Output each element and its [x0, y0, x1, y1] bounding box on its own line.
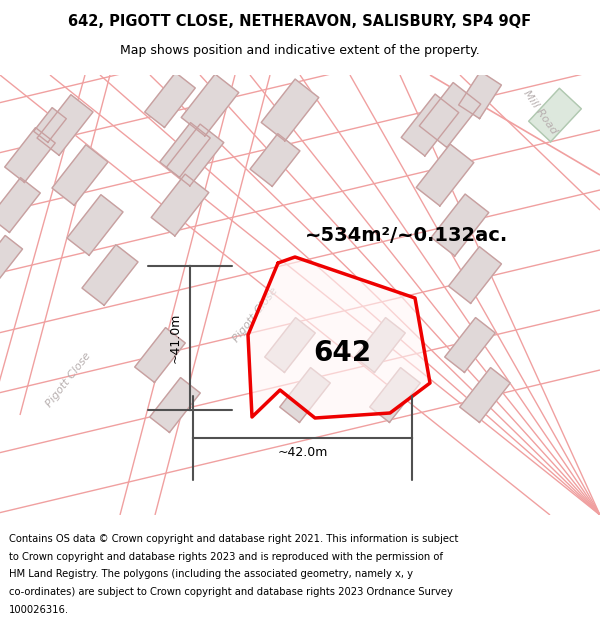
Polygon shape — [248, 257, 430, 418]
Text: ~534m²/~0.132ac.: ~534m²/~0.132ac. — [305, 226, 508, 244]
Polygon shape — [166, 124, 224, 186]
Polygon shape — [0, 177, 40, 232]
Polygon shape — [370, 368, 420, 423]
Polygon shape — [460, 368, 510, 423]
Polygon shape — [0, 236, 23, 284]
Polygon shape — [82, 245, 138, 305]
Polygon shape — [160, 122, 210, 177]
Polygon shape — [401, 94, 459, 156]
Text: ~42.0m: ~42.0m — [277, 446, 328, 459]
Text: 642, PIGOTT CLOSE, NETHERAVON, SALISBURY, SP4 9QF: 642, PIGOTT CLOSE, NETHERAVON, SALISBURY… — [68, 14, 532, 29]
Polygon shape — [181, 74, 239, 136]
Text: ~41.0m: ~41.0m — [169, 313, 182, 363]
Text: 642: 642 — [313, 339, 371, 367]
Polygon shape — [145, 72, 195, 127]
Polygon shape — [150, 378, 200, 432]
Text: HM Land Registry. The polygons (including the associated geometry, namely x, y: HM Land Registry. The polygons (includin… — [9, 569, 413, 579]
Polygon shape — [37, 95, 93, 155]
Text: Mill Road: Mill Road — [521, 88, 559, 136]
Polygon shape — [265, 318, 315, 372]
Polygon shape — [449, 247, 502, 303]
Polygon shape — [529, 88, 581, 142]
Text: co-ordinates) are subject to Crown copyright and database rights 2023 Ordnance S: co-ordinates) are subject to Crown copyr… — [9, 588, 453, 598]
Text: Contains OS data © Crown copyright and database right 2021. This information is : Contains OS data © Crown copyright and d… — [9, 534, 458, 544]
Polygon shape — [280, 368, 330, 423]
Polygon shape — [261, 79, 319, 141]
Text: 100026316.: 100026316. — [9, 605, 69, 615]
Polygon shape — [419, 82, 481, 148]
Text: to Crown copyright and database rights 2023 and is reproduced with the permissio: to Crown copyright and database rights 2… — [9, 551, 443, 561]
Polygon shape — [135, 328, 185, 382]
Polygon shape — [52, 145, 108, 205]
Polygon shape — [67, 195, 123, 255]
Polygon shape — [431, 194, 489, 256]
Polygon shape — [151, 174, 209, 236]
Polygon shape — [458, 71, 502, 119]
Polygon shape — [5, 127, 55, 182]
Polygon shape — [416, 144, 474, 206]
Polygon shape — [250, 134, 300, 186]
Polygon shape — [34, 107, 67, 142]
Text: Pigott Close: Pigott Close — [230, 286, 280, 344]
Text: Pigott Close: Pigott Close — [44, 351, 92, 409]
Polygon shape — [355, 318, 405, 372]
Text: Map shows position and indicative extent of the property.: Map shows position and indicative extent… — [120, 44, 480, 57]
Polygon shape — [445, 318, 495, 372]
